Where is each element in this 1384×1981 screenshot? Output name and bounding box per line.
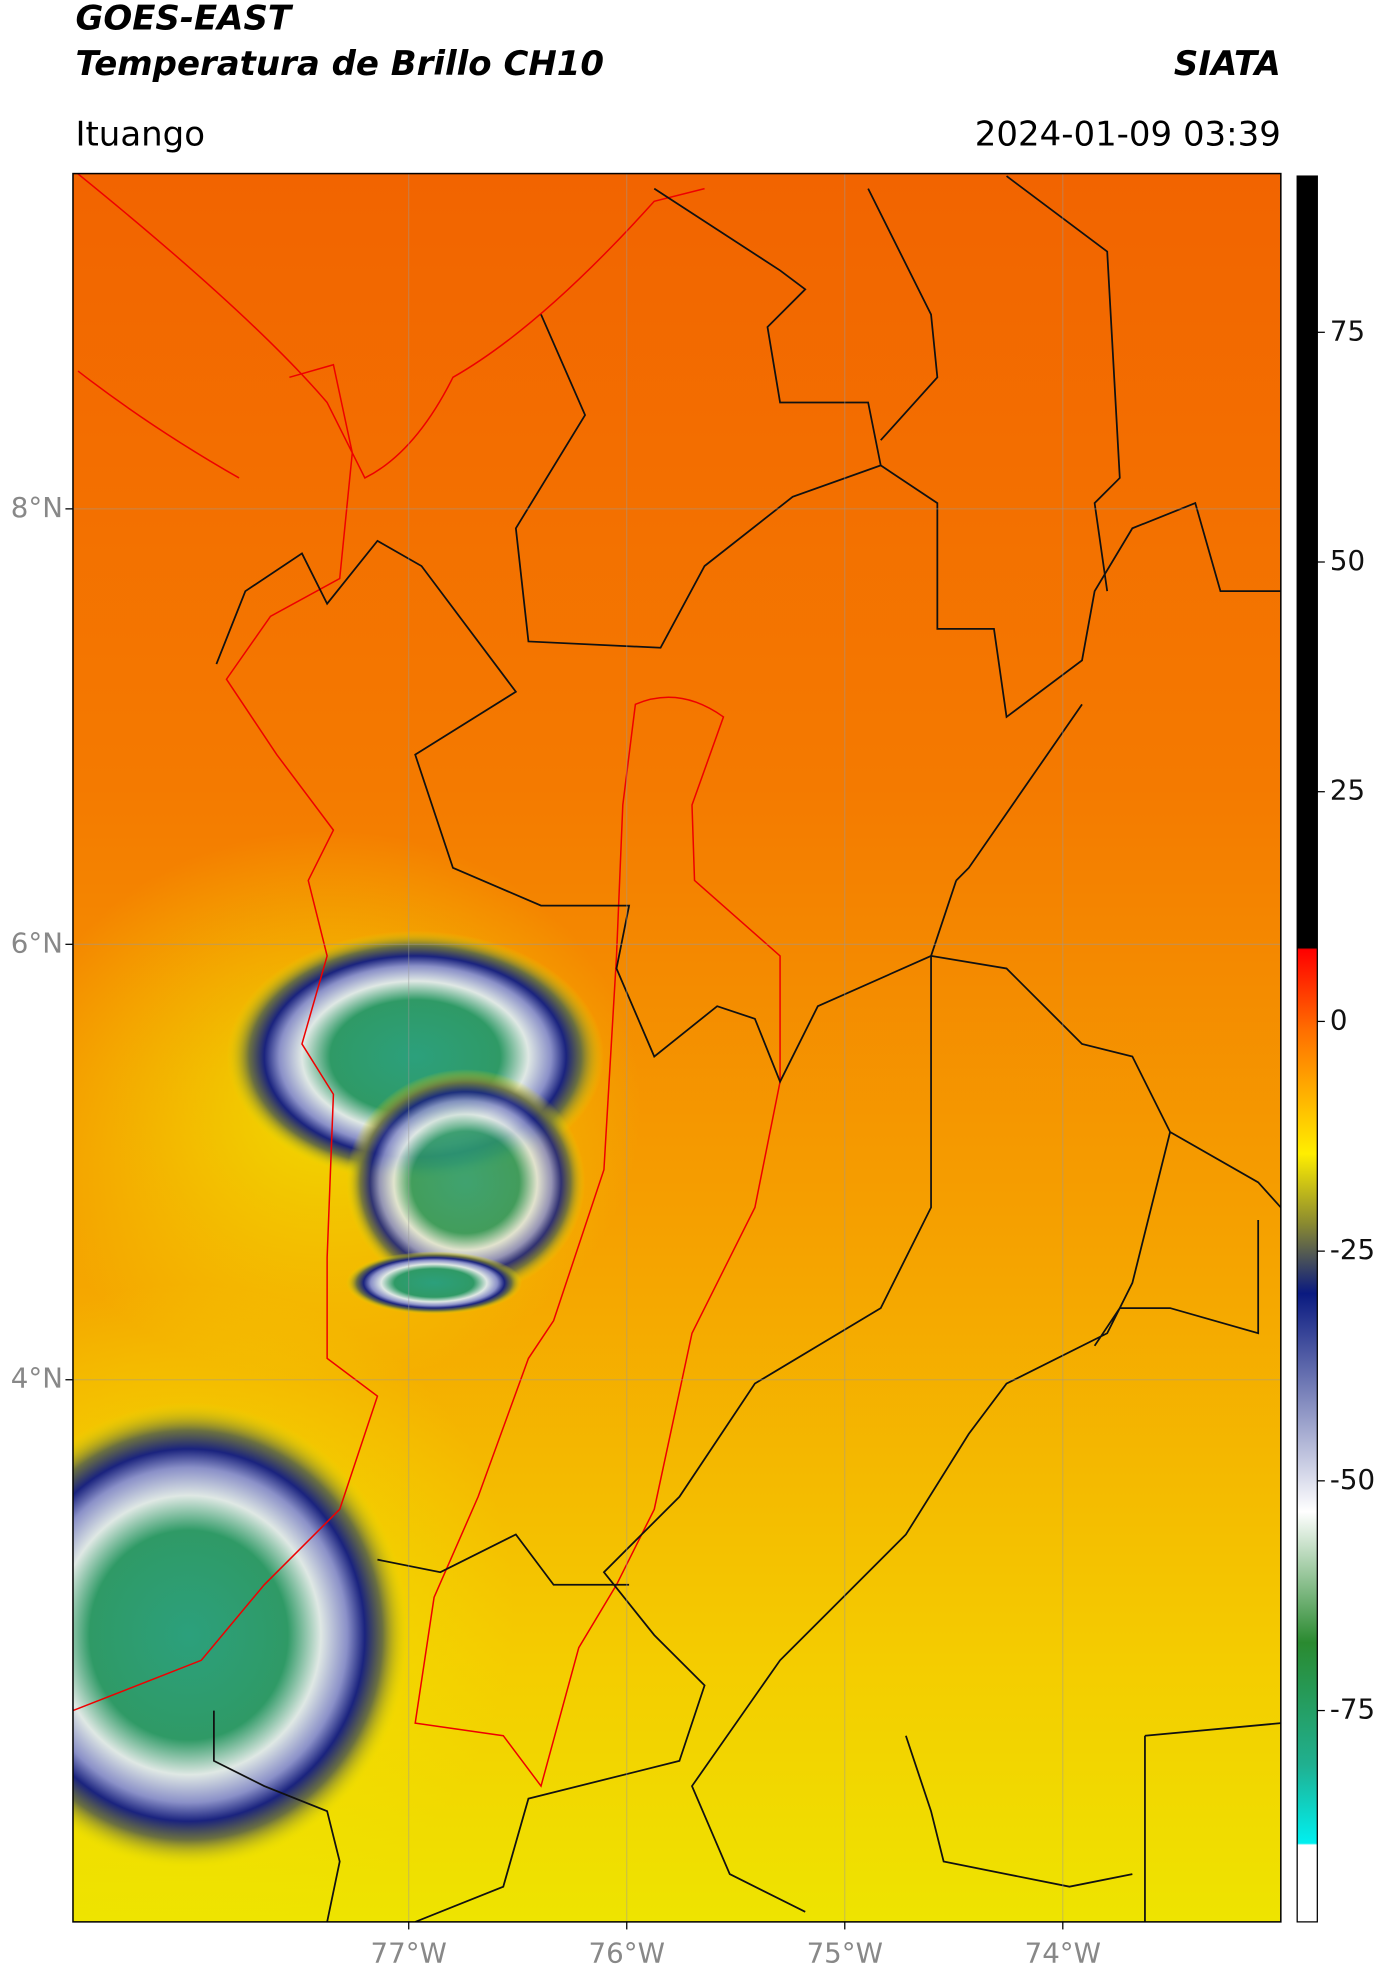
y-tick-label: 8°N	[11, 491, 63, 524]
y-tick-label: 4°N	[11, 1362, 63, 1395]
x-tick-label: 77°W	[371, 1937, 447, 1970]
colorbar-tick-label: -25	[1330, 1233, 1375, 1266]
colorbar-tick-label: 50	[1330, 544, 1365, 577]
datetime: 2024-01-09 03:39	[975, 114, 1281, 154]
colorbar-tick-label: 75	[1330, 314, 1365, 347]
colorbar-tick-label: -50	[1330, 1463, 1375, 1496]
colorbar-tick-label: 0	[1330, 1003, 1348, 1036]
colorbar	[1296, 175, 1318, 1923]
source: SIATA	[1174, 44, 1281, 84]
region: Ituango	[75, 114, 205, 154]
x-tick-label: 75°W	[807, 1937, 883, 1970]
colorbar-tick-label: 25	[1330, 774, 1365, 807]
y-tick-label: 6°N	[11, 926, 63, 959]
x-tick-label: 74°W	[1025, 1937, 1101, 1970]
colorbar-tick-label: -75	[1330, 1693, 1375, 1726]
map-image	[72, 173, 1281, 1922]
grid	[72, 173, 1281, 1922]
title: GOES-EAST	[75, 0, 293, 39]
subtitle: Temperatura de Brillo CH10	[75, 44, 604, 84]
map-frame	[72, 172, 1282, 1923]
x-tick-label: 76°W	[589, 1937, 665, 1970]
